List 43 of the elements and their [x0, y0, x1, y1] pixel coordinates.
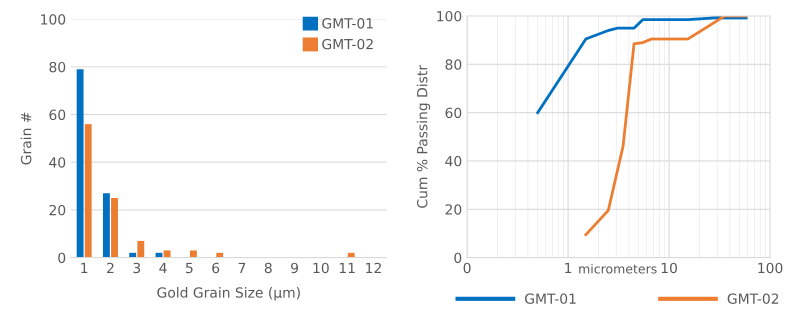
legend-label: GMT-01 [322, 18, 373, 29]
x-tick-label: 12 [366, 262, 381, 274]
x-tick-label: 9 [291, 262, 298, 274]
x-tick-label: 1 [565, 262, 572, 274]
y-tick-label: 100 [41, 14, 66, 25]
y-tick-label: 80 [445, 59, 462, 70]
y-tick-label: 60 [49, 110, 66, 120]
x-tick-label: 100 [758, 262, 782, 274]
y-tick-label: 60 [446, 108, 462, 118]
x-tick-label: 1 [81, 262, 88, 274]
x-tick-label: 5 [186, 262, 193, 274]
bar [111, 198, 118, 258]
y-tick-label: 0 [58, 252, 66, 264]
x-tick-label: 0 [464, 262, 471, 274]
x-axis-title: Gold Grain Size (µm) [157, 287, 300, 300]
legend-label: GMT-02 [322, 38, 373, 50]
x-tick-label: 6 [212, 262, 220, 274]
x-tick-label: 10 [314, 262, 329, 274]
legend-label: GMT-02 [728, 293, 778, 304]
bar [164, 250, 171, 258]
x-tick-label: 10 [662, 262, 677, 274]
x-tick-label: 4 [159, 262, 167, 274]
x-tick-label: 2 [107, 262, 114, 274]
y-tick-label: 40 [445, 156, 462, 166]
y-tick-label: 40 [49, 157, 66, 168]
y-tick-label: 0 [454, 252, 462, 264]
x-tick-label: 11 [340, 262, 355, 274]
bar [102, 193, 110, 258]
y-tick-label: 20 [49, 204, 66, 216]
x-tick-label: 8 [264, 262, 272, 274]
y-axis-title: Cum % Passing Distr [416, 64, 430, 208]
y-tick-label: 100 [437, 10, 462, 22]
y-tick-label: 80 [49, 62, 66, 72]
y-axis-title: Grain # [20, 112, 32, 164]
bar [84, 124, 92, 258]
bar [137, 240, 144, 258]
bar [76, 69, 84, 258]
y-tick-label: 20 [446, 204, 462, 215]
x-tick-label: 7 [238, 262, 246, 274]
x-axis-title: micrometers [579, 264, 657, 274]
legend-label: GMT-01 [525, 293, 576, 304]
x-tick-label: 3 [133, 262, 140, 274]
bar [190, 250, 197, 258]
